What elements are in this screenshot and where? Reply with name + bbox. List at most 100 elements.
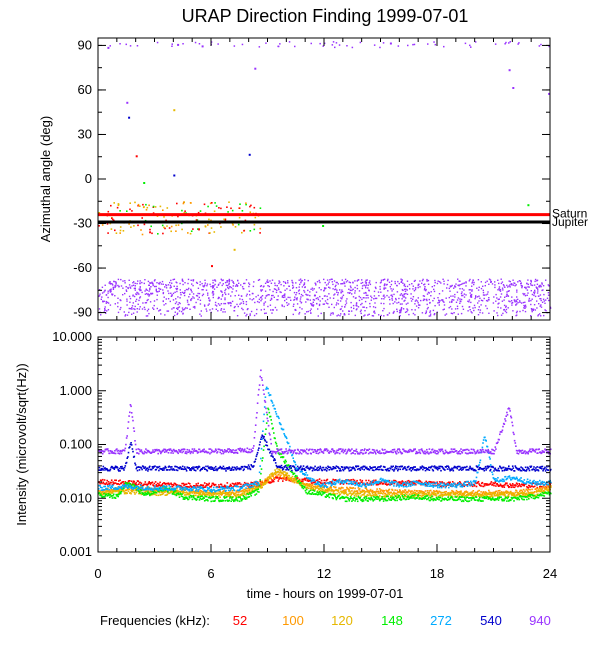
series-120-point — [387, 492, 389, 495]
series-52-point — [359, 479, 362, 481]
series-148-point — [384, 497, 386, 500]
series-100-point — [273, 477, 276, 479]
series-120-point — [123, 492, 126, 495]
band-point — [389, 286, 391, 288]
band-point — [219, 304, 221, 306]
band-point — [340, 283, 342, 285]
band-point — [374, 297, 377, 300]
series-52-point — [238, 483, 240, 485]
series-148-point — [125, 481, 127, 484]
scatter-point — [319, 42, 321, 45]
series-120-point — [317, 487, 320, 490]
band-point — [415, 299, 417, 301]
series-120-point — [447, 492, 449, 495]
scatter-point — [254, 216, 257, 219]
band-point — [261, 298, 263, 300]
series-148-point — [528, 498, 530, 500]
series-148-point — [205, 495, 208, 498]
series-100-point — [497, 491, 499, 494]
band-point — [264, 290, 267, 292]
series-120-point — [244, 489, 247, 492]
series-272-point — [211, 491, 213, 493]
series-100-point — [327, 489, 329, 491]
band-point — [312, 298, 315, 301]
band-point — [459, 300, 461, 302]
series-52-point — [409, 483, 412, 486]
series-52-point — [448, 482, 451, 485]
series-52-point — [510, 484, 512, 486]
series-120-point — [197, 492, 199, 495]
scatter-point — [231, 222, 234, 225]
band-point — [195, 301, 197, 304]
series-148-point — [522, 495, 525, 498]
band-point — [156, 307, 158, 310]
series-100-point — [202, 491, 205, 493]
band-point — [203, 304, 206, 306]
band-point — [133, 281, 135, 283]
series-120-point — [497, 494, 500, 496]
series-148-point — [413, 494, 416, 496]
series-52-point — [171, 483, 173, 486]
band-point — [446, 287, 448, 289]
band-point — [224, 297, 226, 299]
band-point — [327, 303, 329, 305]
series-120-point — [218, 494, 220, 497]
band-point — [120, 278, 122, 281]
band-point — [104, 284, 106, 286]
band-point — [212, 287, 214, 289]
series-120-point — [127, 490, 130, 493]
series-52-point — [420, 481, 423, 484]
series-120-point — [273, 472, 276, 475]
band-point — [541, 283, 543, 285]
band-point — [183, 292, 185, 294]
series-272-point — [197, 490, 199, 492]
band-point — [525, 287, 527, 290]
series-52-point — [478, 483, 480, 485]
series-120-point — [433, 491, 435, 494]
band-point — [190, 288, 192, 291]
series-52-point — [500, 485, 503, 487]
series-148-point — [358, 496, 360, 499]
band-point — [336, 289, 338, 291]
band-point — [365, 297, 367, 299]
band-point — [405, 303, 408, 305]
series-272-point — [129, 486, 131, 488]
series-120-point — [429, 494, 432, 497]
band-point — [143, 282, 145, 285]
band-point — [378, 295, 380, 297]
series-120-point — [537, 493, 539, 495]
series-120-point — [134, 489, 137, 492]
series-120-point — [233, 492, 236, 495]
band-point — [448, 287, 450, 290]
band-point — [524, 293, 526, 295]
series-148-point — [255, 493, 258, 495]
series-120-point — [417, 496, 420, 498]
band-point — [469, 278, 471, 281]
scatter-point — [207, 224, 209, 226]
series-148-point — [133, 484, 136, 487]
band-point — [259, 285, 262, 288]
series-100-point — [270, 477, 272, 480]
point-940 — [201, 45, 204, 48]
band-point — [281, 304, 283, 306]
series-272-point — [141, 486, 144, 488]
band-point — [482, 285, 484, 287]
series-100-point — [505, 490, 507, 492]
series-52-point — [526, 485, 528, 488]
series-148-point — [258, 484, 261, 487]
band-point — [271, 294, 273, 297]
point-120 — [233, 248, 236, 251]
series-148-point — [341, 495, 343, 498]
series-100-point — [543, 487, 546, 489]
band-point — [289, 296, 291, 299]
series-100-point — [365, 487, 367, 490]
scatter-point — [152, 205, 155, 208]
band-point — [404, 299, 406, 302]
series-148-point — [291, 471, 294, 474]
series-52-point — [105, 482, 108, 484]
band-point — [299, 283, 301, 286]
series-100-point — [329, 485, 332, 488]
band-point — [341, 283, 343, 285]
series-52-point — [129, 480, 131, 482]
band-point — [547, 292, 550, 294]
